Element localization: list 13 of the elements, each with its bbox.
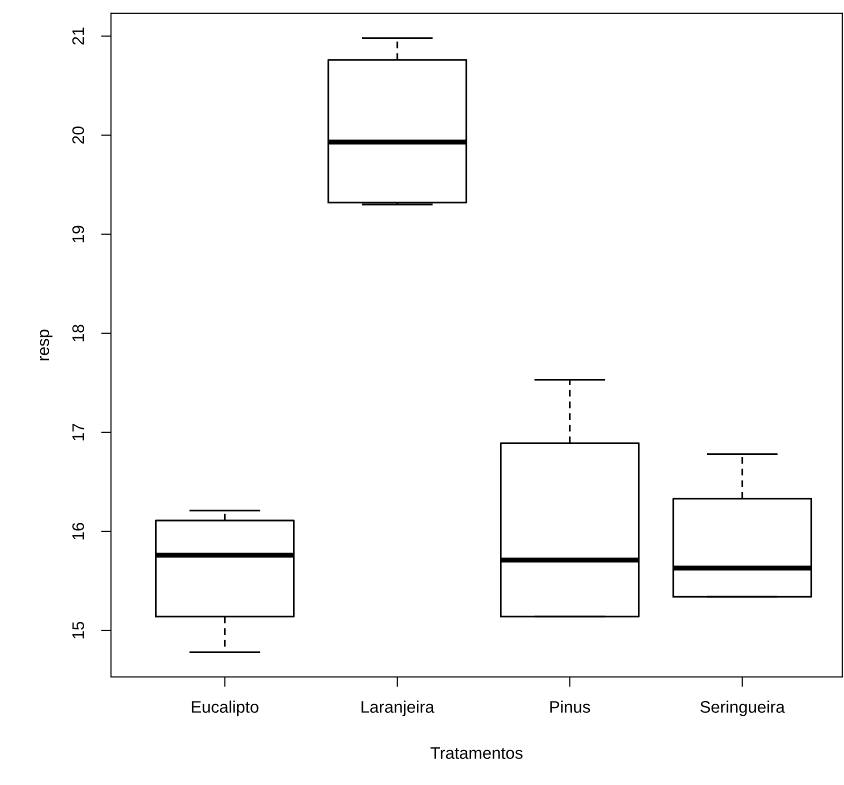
x-tick-label: Eucalipto: [192, 700, 258, 716]
y-axis-title: resp: [40, 330, 52, 360]
x-tick-label: Pinus: [550, 700, 590, 713]
y-tick-label: 18: [72, 324, 84, 342]
y-tick-label: 19: [72, 226, 84, 242]
y-tick-label: 20: [72, 126, 84, 144]
x-tick-label: Seringueira: [700, 700, 785, 716]
y-tick-label: 15: [72, 622, 84, 638]
y-tick-label: 16: [72, 522, 84, 540]
x-tick-label: Laranjeira: [362, 700, 434, 716]
y-tick-label: 17: [72, 424, 84, 440]
y-tick-label: 21: [72, 28, 84, 45]
x-axis-title: Tratamentos: [430, 747, 523, 759]
